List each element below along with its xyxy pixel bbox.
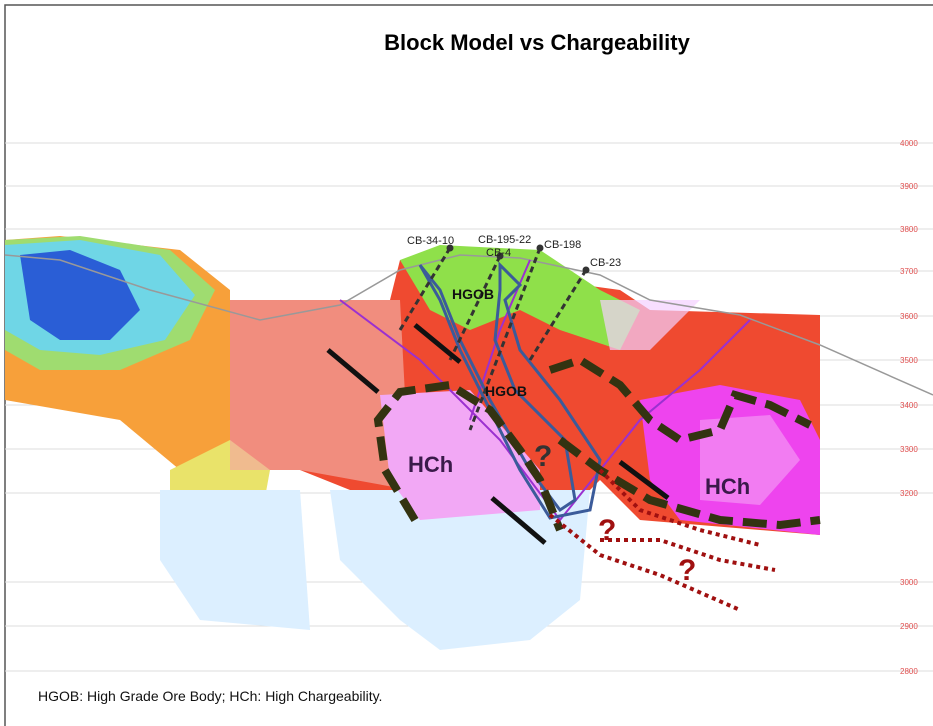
elevation-label: 3400: [900, 401, 918, 410]
faults: [326, 323, 670, 545]
fault-arrow: [413, 323, 462, 364]
blue-blocks-left: [160, 490, 310, 630]
drillhole-label: CB-198: [544, 239, 581, 251]
fault-arrow: [326, 348, 380, 394]
drillhole-label: CB-23: [590, 257, 621, 269]
drillhole-label: CB-4: [486, 247, 511, 259]
elevation-label: 3700: [900, 267, 918, 276]
annotation: ?: [598, 514, 616, 547]
annotation: HCh: [705, 474, 750, 499]
blue-zone: [20, 250, 140, 340]
hch-outlines: [373, 355, 821, 532]
elevation-label: 3200: [900, 489, 918, 498]
caption: HGOB: High Grade Ore Body; HCh: High Cha…: [38, 688, 382, 704]
annotation: ?: [534, 440, 552, 473]
hch-left-zone: [380, 390, 540, 520]
topography: [4, 254, 933, 396]
fault-arrow: [490, 496, 547, 545]
drill-holes: [398, 247, 588, 431]
elevation-label: 3000: [900, 578, 918, 587]
hch-outline: [548, 355, 821, 530]
drill-hole: [468, 247, 542, 431]
title: Block Model vs Chargeability: [384, 30, 690, 55]
inferred-line: [600, 538, 776, 572]
drill-hole: [398, 247, 452, 331]
elevation-label: 3500: [900, 356, 918, 365]
collar: [582, 266, 590, 274]
annotation: HCh: [408, 452, 453, 477]
drillhole-label: CB-34-10: [407, 235, 454, 247]
hch-outline: [373, 380, 564, 532]
elevation-label: 3900: [900, 182, 918, 191]
inferred-line: [598, 468, 761, 547]
blue-blocks-right: [330, 490, 590, 650]
collar: [536, 244, 544, 252]
collar: [496, 252, 504, 260]
elevation-label: 3300: [900, 445, 918, 454]
annotation: HGOB: [452, 286, 494, 302]
hch-right-core: [700, 415, 800, 505]
pink-zone: [600, 300, 700, 350]
elevation-label: 2800: [900, 667, 918, 676]
drill-hole: [528, 269, 588, 361]
inferred-line: [548, 513, 741, 612]
faded-blocks: [230, 300, 410, 490]
fault-arrow: [618, 460, 670, 500]
collars: [446, 244, 590, 274]
collar: [446, 244, 454, 252]
elevation-label: 2900: [900, 622, 918, 631]
elevation-labels: 4000 3900 3800 3700 3600 3500 3400 3300 3200 3000…: [900, 139, 918, 676]
contact-line: [339, 299, 751, 522]
elevation-label: 4000: [900, 139, 918, 148]
drillhole-label: CB-195-22: [478, 234, 531, 246]
inferred-lines: [548, 468, 776, 612]
annotation: HGOB: [485, 383, 527, 399]
elevation-label: 3800: [900, 225, 918, 234]
elevation-label: 3600: [900, 312, 918, 321]
ore-body-outline: [418, 261, 602, 520]
annotation: ?: [678, 554, 696, 587]
